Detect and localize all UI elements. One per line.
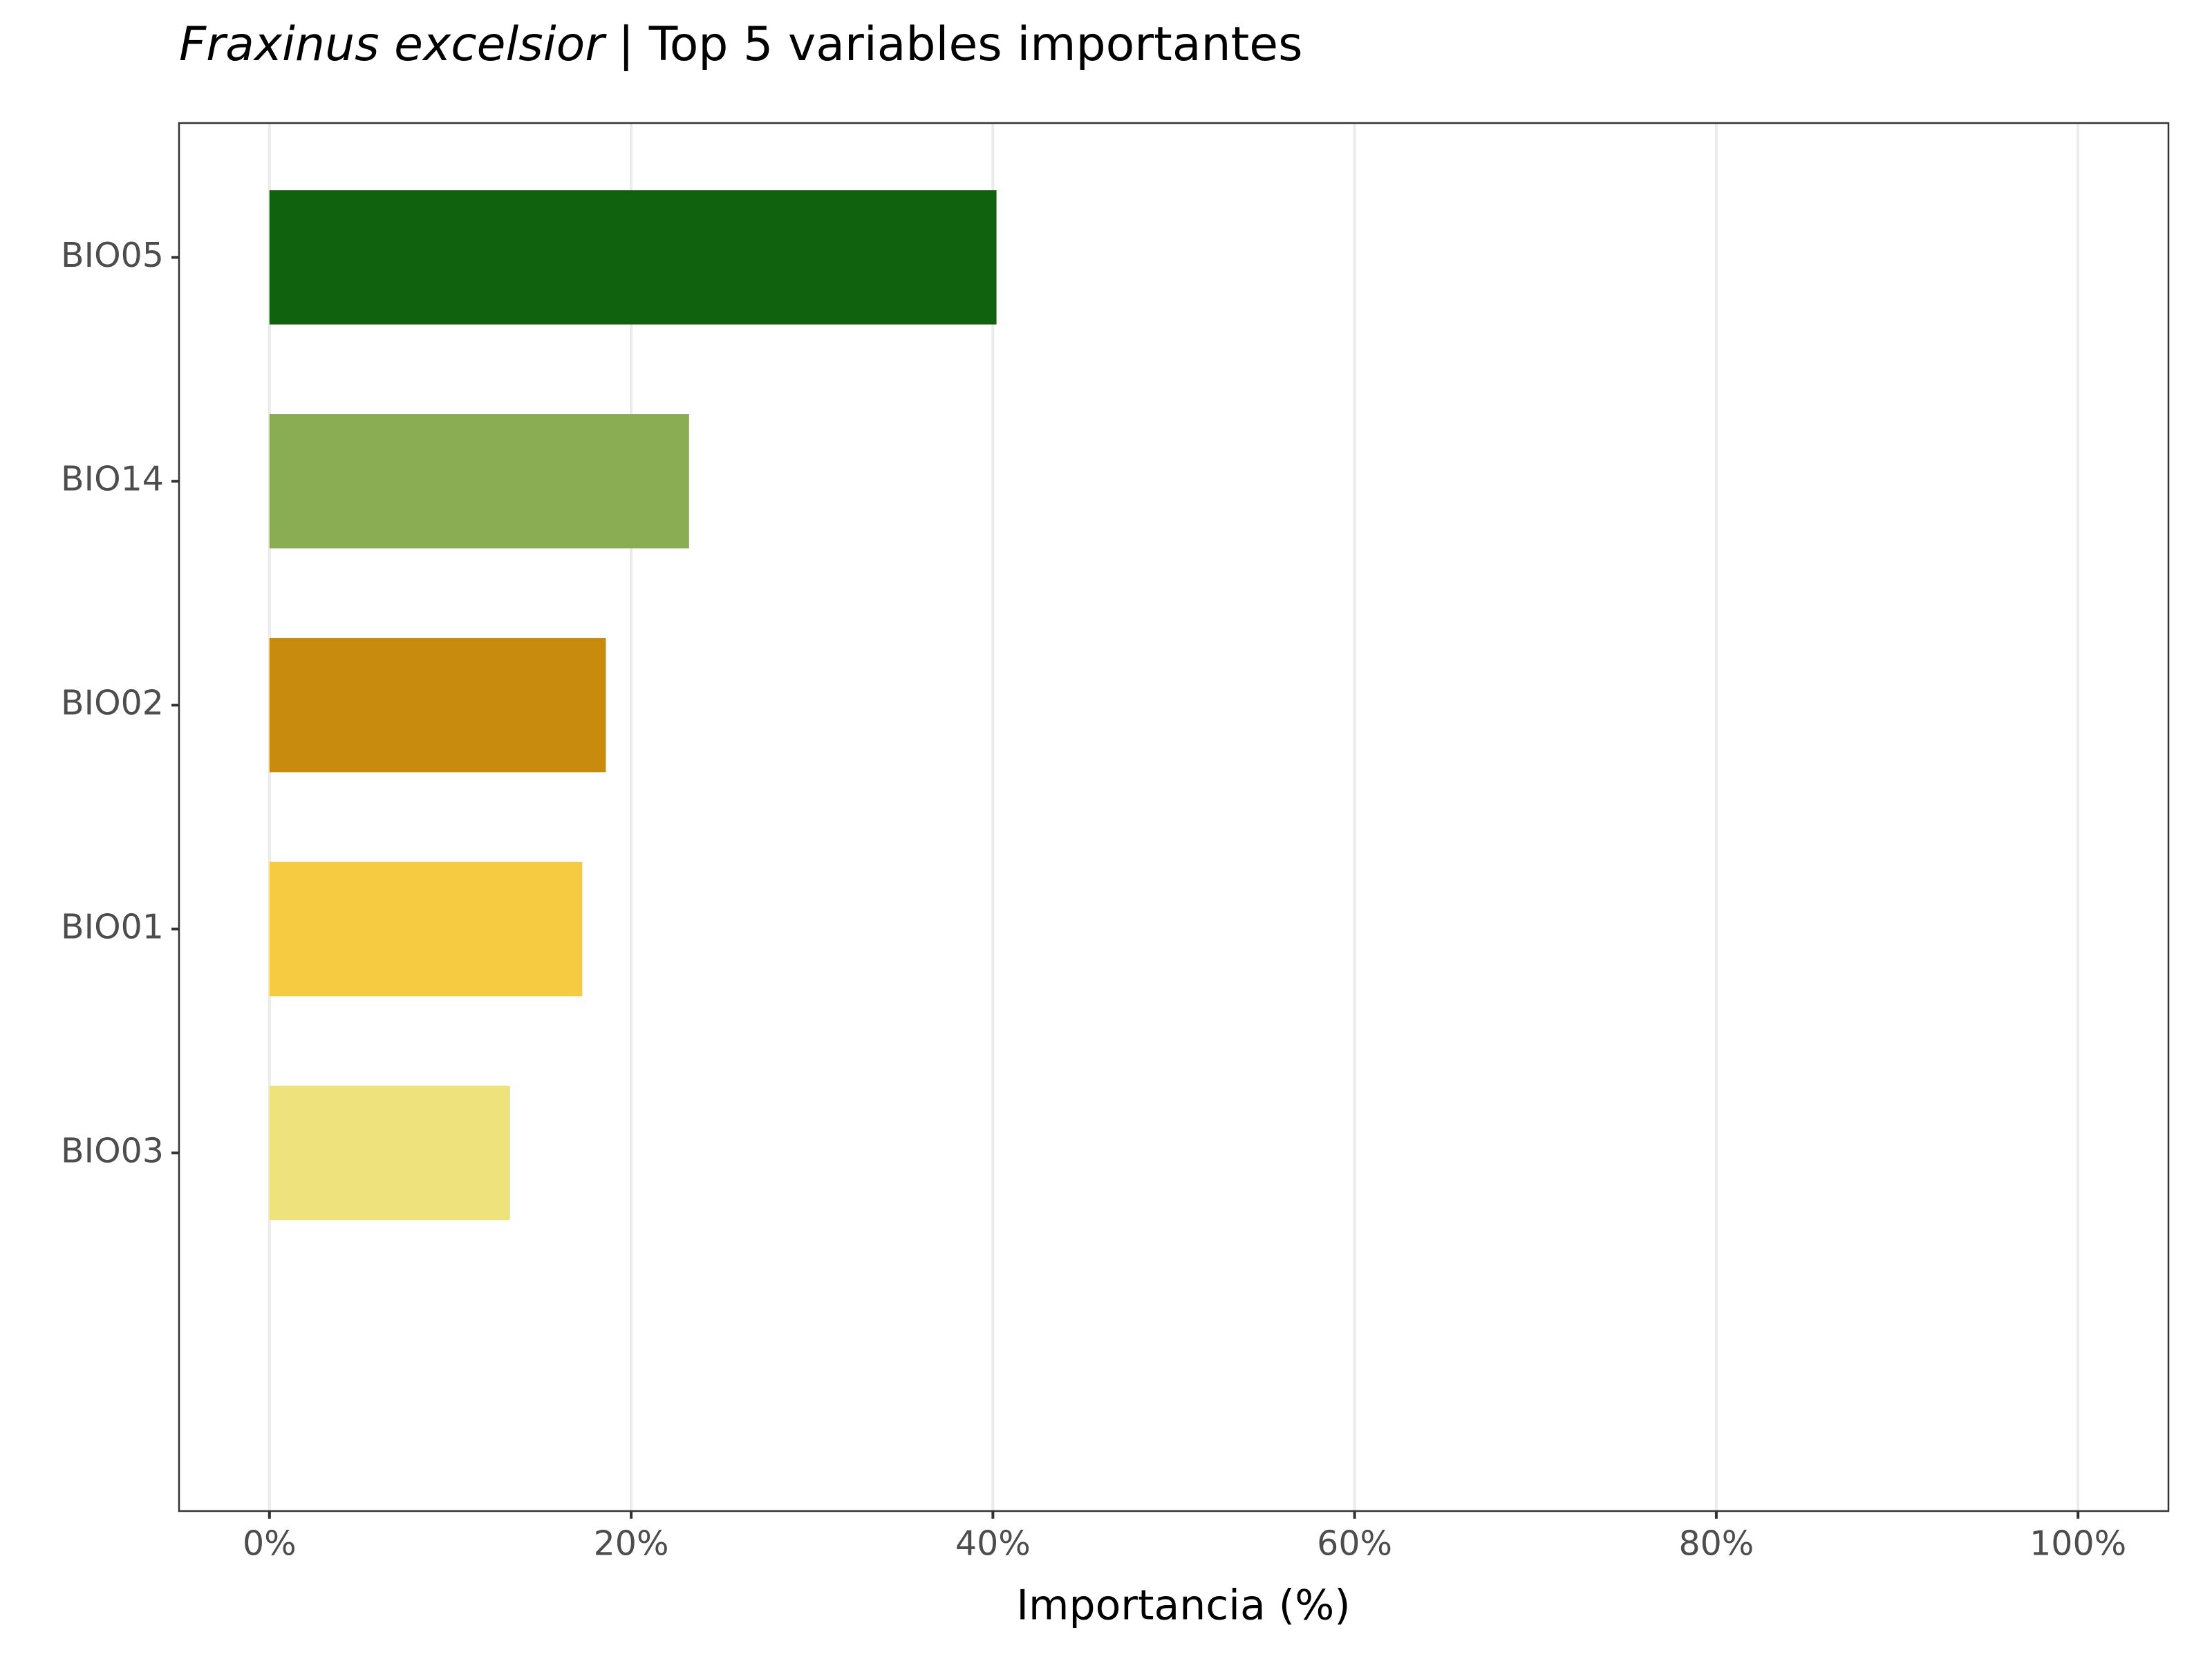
x-tick-label: 0%: [243, 1524, 297, 1564]
bar: [269, 1085, 510, 1220]
y-tick-label: BIO05: [61, 236, 164, 275]
x-tick-label: 80%: [1678, 1524, 1754, 1564]
y-tick-label: BIO02: [61, 684, 164, 723]
bar: [269, 637, 606, 773]
chart-title: Fraxinus excelsior | Top 5 variables impo…: [179, 17, 1303, 72]
bar: [269, 861, 583, 997]
x-axis-title: Importancia (%): [1016, 1582, 1350, 1630]
x-tick-label: 100%: [2030, 1524, 2126, 1564]
y-tick-label: BIO01: [61, 907, 164, 946]
bar: [269, 414, 689, 549]
title-text: | Top 5 variables importantes: [618, 17, 1302, 72]
x-tick-label: 60%: [1317, 1524, 1392, 1564]
x-tick-label: 40%: [955, 1524, 1031, 1564]
y-tick-label: BIO14: [61, 460, 164, 499]
panel-border: [178, 122, 2170, 1512]
y-tick-label: BIO03: [61, 1131, 164, 1170]
title-species: Fraxinus excelsior: [179, 17, 607, 72]
bar: [269, 190, 997, 325]
x-tick-label: 20%: [594, 1524, 669, 1564]
